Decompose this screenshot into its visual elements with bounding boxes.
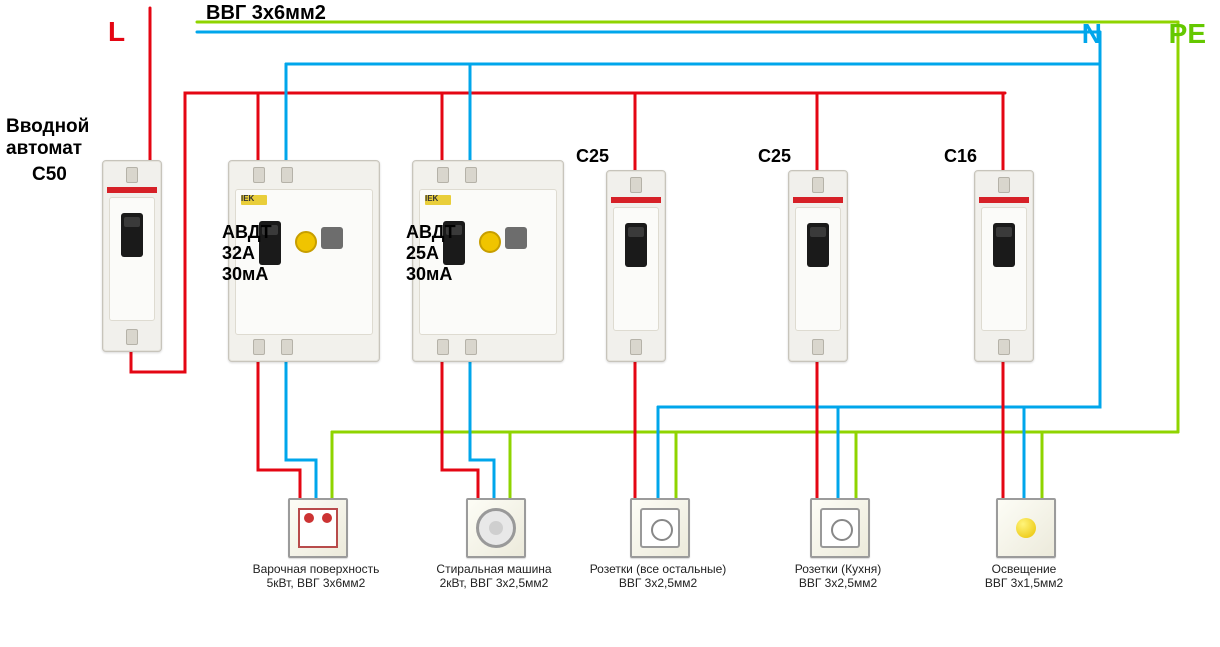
main-breaker bbox=[102, 160, 162, 352]
breaker-c25-b-label: C25 bbox=[758, 146, 791, 167]
load-bulb-4 bbox=[996, 498, 1056, 558]
breaker-c25-a bbox=[606, 170, 666, 362]
load-caption-0: Варочная поверхность 5кВт, ВВГ 3х6мм2 bbox=[231, 562, 401, 591]
load-socket-3 bbox=[810, 498, 870, 558]
label-L: L bbox=[108, 16, 125, 48]
label-PE: PE bbox=[1169, 18, 1206, 50]
load-washer-1 bbox=[466, 498, 526, 558]
input-label: Вводной автомат bbox=[6, 116, 89, 160]
label-N: N bbox=[1082, 18, 1102, 50]
input-rating: C50 bbox=[32, 164, 67, 186]
load-caption-2: Розетки (все остальные) ВВГ 3х2,5мм2 bbox=[573, 562, 743, 591]
rcbo-1-spec: АВДТ 32А 30мА bbox=[222, 222, 272, 285]
rcbo-2-spec: АВДТ 25А 30мА bbox=[406, 222, 456, 285]
load-socket-2 bbox=[630, 498, 690, 558]
load-cooktop-0 bbox=[288, 498, 348, 558]
breaker-c25-a-label: C25 bbox=[576, 146, 609, 167]
breaker-c16 bbox=[974, 170, 1034, 362]
load-caption-4: Освещение ВВГ 3х1,5мм2 bbox=[939, 562, 1109, 591]
breaker-c25-b bbox=[788, 170, 848, 362]
load-caption-3: Розетки (Кухня) ВВГ 3х2,5мм2 bbox=[753, 562, 923, 591]
load-caption-1: Стиральная машина 2кВт, ВВГ 3х2,5мм2 bbox=[409, 562, 579, 591]
breaker-c16-label: C16 bbox=[944, 146, 977, 167]
cable-label: ВВГ 3х6мм2 bbox=[206, 2, 326, 25]
